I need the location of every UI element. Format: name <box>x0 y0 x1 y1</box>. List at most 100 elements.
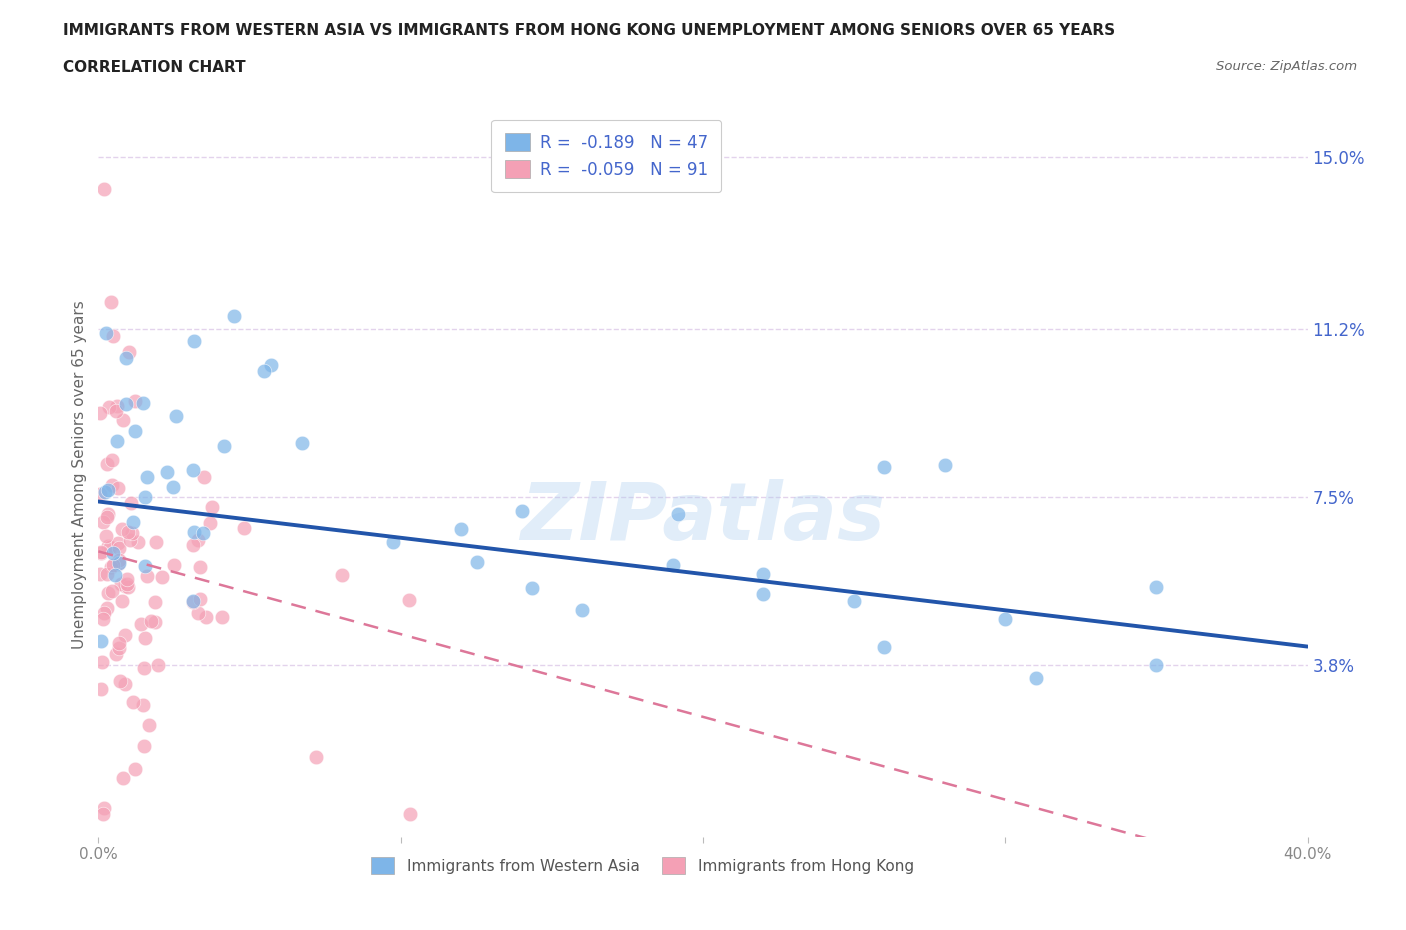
Point <box>127 535 149 550</box>
Point <box>212 438 235 453</box>
Point <box>103 557 125 572</box>
Point <box>163 558 186 573</box>
Point <box>115 572 138 587</box>
Y-axis label: Unemployment Among Seniors over 65 years: Unemployment Among Seniors over 65 years <box>72 300 87 649</box>
Point <box>94 528 117 543</box>
Point <box>90 545 112 560</box>
Point <box>97 506 120 521</box>
Text: CORRELATION CHART: CORRELATION CHART <box>63 60 246 75</box>
Point <box>129 617 152 631</box>
Point <box>98 400 121 415</box>
Point <box>291 436 314 451</box>
Point <box>1024 671 1046 685</box>
Point <box>145 614 167 629</box>
Point <box>108 540 131 555</box>
Point <box>136 470 159 485</box>
Point <box>97 538 120 553</box>
Point <box>183 525 205 539</box>
Point <box>91 807 114 822</box>
Point <box>104 567 127 582</box>
Point <box>108 673 131 688</box>
Point <box>224 308 246 323</box>
Point <box>101 546 124 561</box>
Point <box>156 464 179 479</box>
Point <box>131 396 153 411</box>
Point <box>134 489 156 504</box>
Point <box>114 676 136 691</box>
Point <box>120 533 142 548</box>
Point <box>253 364 276 379</box>
Point <box>110 577 132 591</box>
Point <box>873 639 896 654</box>
Point <box>1144 658 1167 672</box>
Point <box>105 433 128 448</box>
Point <box>108 555 131 570</box>
Point <box>90 654 112 669</box>
Point <box>96 601 118 616</box>
Point <box>96 567 118 582</box>
Point <box>181 538 204 552</box>
Point <box>115 396 138 411</box>
Point <box>450 521 472 536</box>
Point <box>211 610 233 625</box>
Point <box>181 463 204 478</box>
Point <box>101 584 124 599</box>
Point <box>183 334 205 349</box>
Point <box>465 554 488 569</box>
Point <box>89 566 111 581</box>
Point <box>260 358 283 373</box>
Point <box>934 458 956 472</box>
Point <box>193 470 215 485</box>
Point <box>94 326 117 340</box>
Point <box>305 750 328 764</box>
Point <box>150 570 173 585</box>
Point <box>96 510 118 525</box>
Point <box>752 587 775 602</box>
Point <box>181 593 204 608</box>
Legend: Immigrants from Western Asia, Immigrants from Hong Kong: Immigrants from Western Asia, Immigrants… <box>366 851 920 880</box>
Point <box>118 344 141 359</box>
Point <box>111 771 134 786</box>
Point <box>105 399 128 414</box>
Point <box>122 695 145 710</box>
Point <box>98 540 121 555</box>
Point <box>105 646 128 661</box>
Point <box>101 328 124 343</box>
Point <box>100 560 122 575</box>
Point <box>661 558 683 573</box>
Point <box>124 424 146 439</box>
Point <box>117 525 139 539</box>
Point <box>201 499 224 514</box>
Point <box>145 535 167 550</box>
Point <box>136 568 159 583</box>
Point <box>510 503 533 518</box>
Point <box>873 459 896 474</box>
Point <box>107 636 129 651</box>
Point <box>148 658 170 672</box>
Point <box>90 544 112 559</box>
Point <box>107 641 129 656</box>
Point <box>187 532 209 547</box>
Point <box>93 181 115 196</box>
Point <box>91 514 114 529</box>
Point <box>398 592 420 607</box>
Point <box>120 495 142 510</box>
Point <box>134 559 156 574</box>
Point <box>121 514 143 529</box>
Point <box>100 295 122 310</box>
Point <box>399 807 422 822</box>
Point <box>115 351 138 365</box>
Point <box>114 578 136 593</box>
Point <box>181 594 204 609</box>
Point <box>190 591 212 606</box>
Point <box>187 605 209 620</box>
Point <box>132 661 155 676</box>
Point <box>752 566 775 581</box>
Point <box>107 552 129 567</box>
Point <box>107 536 129 551</box>
Point <box>97 586 120 601</box>
Point <box>93 801 115 816</box>
Point <box>111 413 134 428</box>
Text: IMMIGRANTS FROM WESTERN ASIA VS IMMIGRANTS FROM HONG KONG UNEMPLOYMENT AMONG SEN: IMMIGRANTS FROM WESTERN ASIA VS IMMIGRAN… <box>63 23 1115 38</box>
Point <box>101 477 124 492</box>
